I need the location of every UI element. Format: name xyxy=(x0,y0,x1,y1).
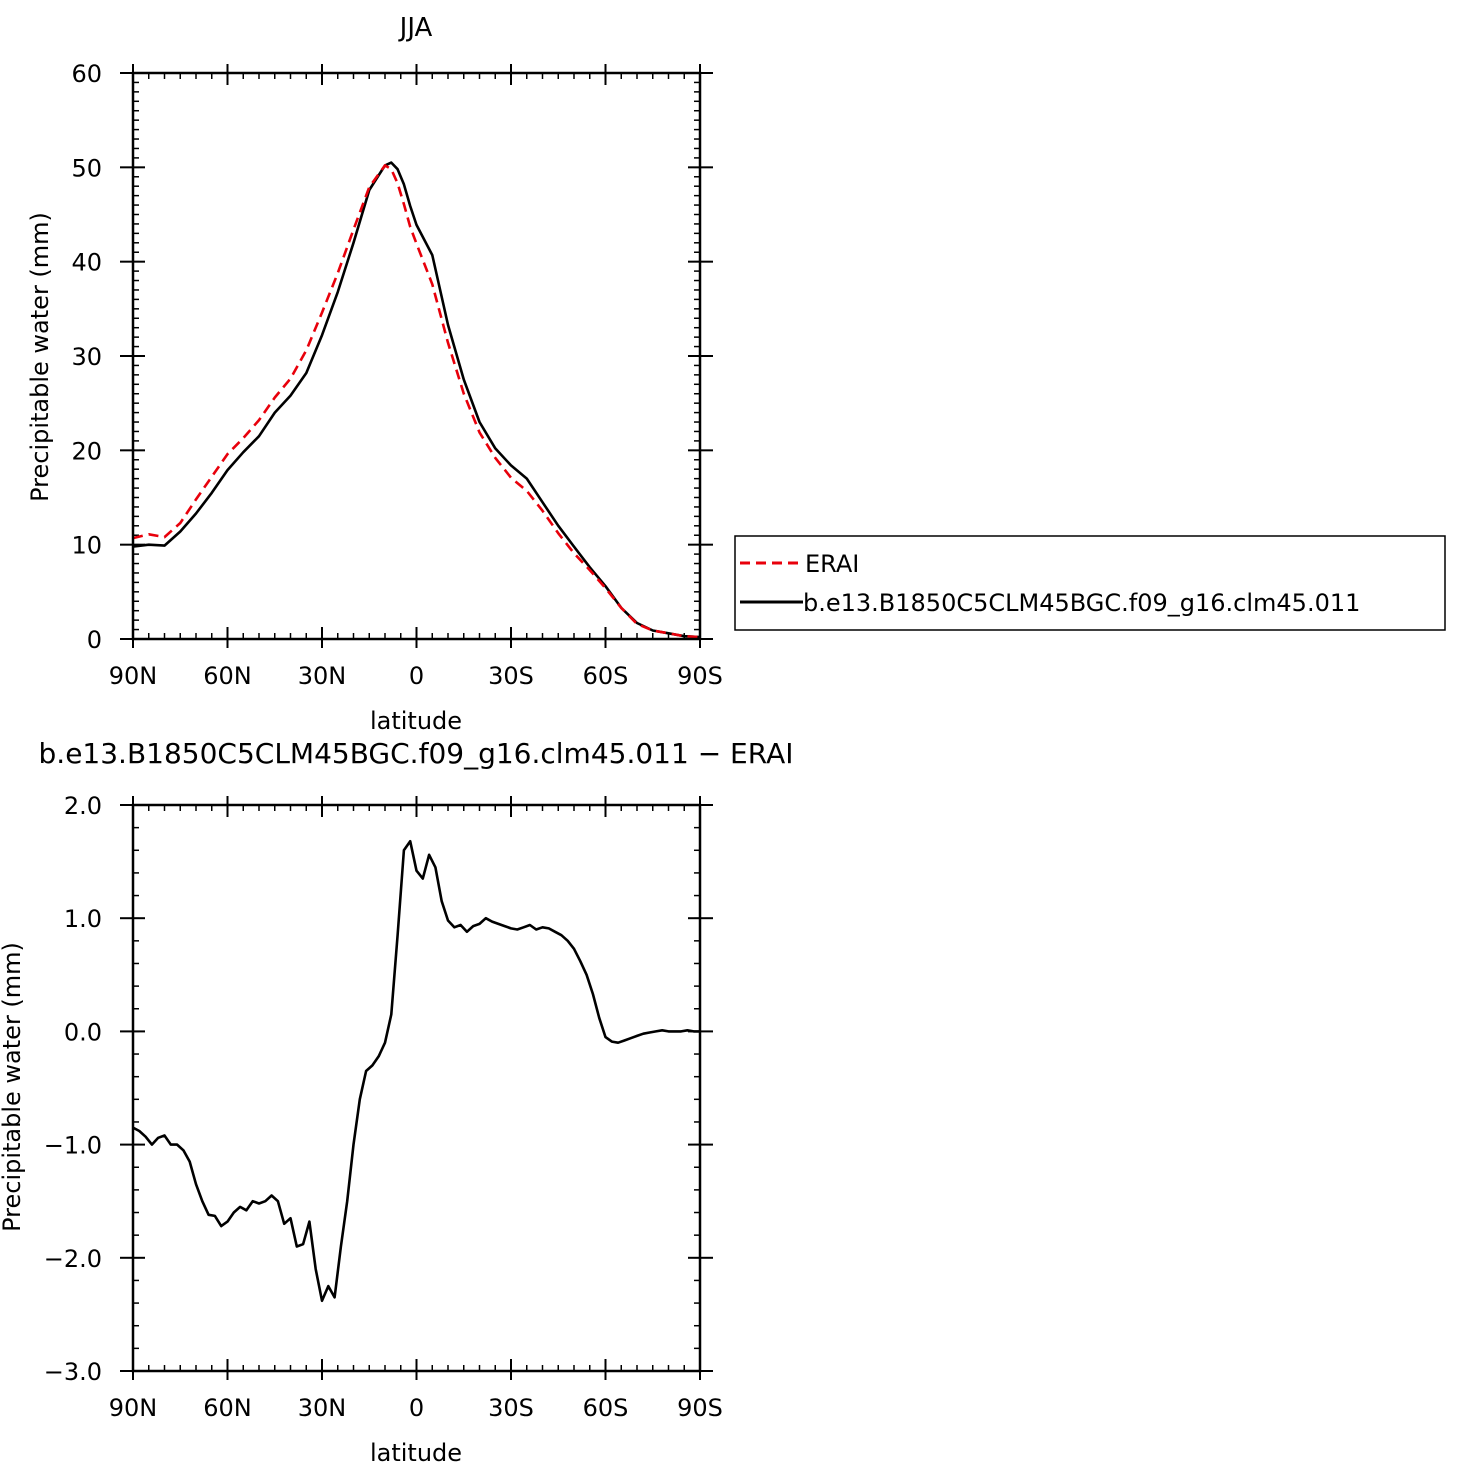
x-tick-label: 30S xyxy=(488,662,534,690)
legend-label-erai: ERAI xyxy=(805,550,859,578)
y-tick-label: 0 xyxy=(87,626,102,654)
y-tick-label: 1.0 xyxy=(64,905,102,933)
top-panel-x-axis-label: latitude xyxy=(370,707,462,735)
top-panel-title: JJA xyxy=(398,13,433,43)
x-tick-label: 60N xyxy=(203,1394,252,1422)
legend-box xyxy=(734,535,1446,631)
x-tick-label: 30N xyxy=(298,1394,347,1422)
y-tick-label: −2.0 xyxy=(44,1245,102,1273)
legend-label-model: b.e13.B1850C5CLM45BGC.f09_g16.clm45.011 xyxy=(803,589,1360,617)
top-panel-ticks: 90N 60N 30N 0 30S 60S 90S 0 10 20 30 40 50 60 xyxy=(71,60,722,690)
x-tick-label: 0 xyxy=(409,662,424,690)
y-tick-label: 30 xyxy=(71,343,102,371)
legend: ERAI b.e13.B1850C5CLM45BGC.f09_g16.clm45… xyxy=(734,535,1446,631)
top-panel-y-axis-label: Precipitable water (mm) xyxy=(26,212,54,502)
bottom-panel-lines xyxy=(132,839,700,1303)
x-tick-label: 90S xyxy=(677,662,723,690)
x-tick-label: 90N xyxy=(109,662,158,690)
y-tick-label: 50 xyxy=(71,154,102,182)
x-tick-label: 30N xyxy=(298,662,347,690)
top-panel-lines xyxy=(132,161,701,639)
bottom-panel-x-axis-label: latitude xyxy=(370,1439,462,1467)
y-tick-label: 20 xyxy=(71,437,102,465)
x-tick-label: 60N xyxy=(203,662,252,690)
bottom-panel-ticks: 90N 60N 30N 0 30S 60S 90S −3.0 −2.0 −1.0 0.0 1.0 2.0 xyxy=(44,792,723,1422)
y-tick-label: 2.0 xyxy=(64,792,102,820)
bottom-panel-frame xyxy=(131,803,702,1373)
x-tick-label: 0 xyxy=(409,1394,424,1422)
x-tick-label: 90S xyxy=(677,1394,723,1422)
y-tick-label: −1.0 xyxy=(44,1132,102,1160)
x-tick-label: 30S xyxy=(488,1394,534,1422)
x-tick-label: 90N xyxy=(109,1394,158,1422)
y-tick-label: 60 xyxy=(71,60,102,88)
series-line-0 xyxy=(132,164,701,639)
bottom-panel-title: b.e13.B1850C5CLM45BGC.f09_g16.clm45.011 … xyxy=(39,737,794,770)
bottom-panel-y-axis-label: Precipitable water (mm) xyxy=(0,942,26,1232)
y-tick-label: 40 xyxy=(71,249,102,277)
x-tick-label: 60S xyxy=(583,662,629,690)
bottom-panel: b.e13.B1850C5CLM45BGC.f09_g16.clm45.011 … xyxy=(0,737,793,1467)
x-tick-label: 60S xyxy=(583,1394,629,1422)
y-tick-label: 0.0 xyxy=(64,1018,102,1046)
top-panel-frame xyxy=(131,71,702,641)
series-line-1 xyxy=(132,161,701,639)
y-tick-label: −3.0 xyxy=(44,1358,102,1386)
y-tick-label: 10 xyxy=(71,532,102,560)
top-panel: JJA Precipitable water (mm) latitude 90N… xyxy=(26,13,723,735)
series-line-0 xyxy=(132,839,700,1303)
